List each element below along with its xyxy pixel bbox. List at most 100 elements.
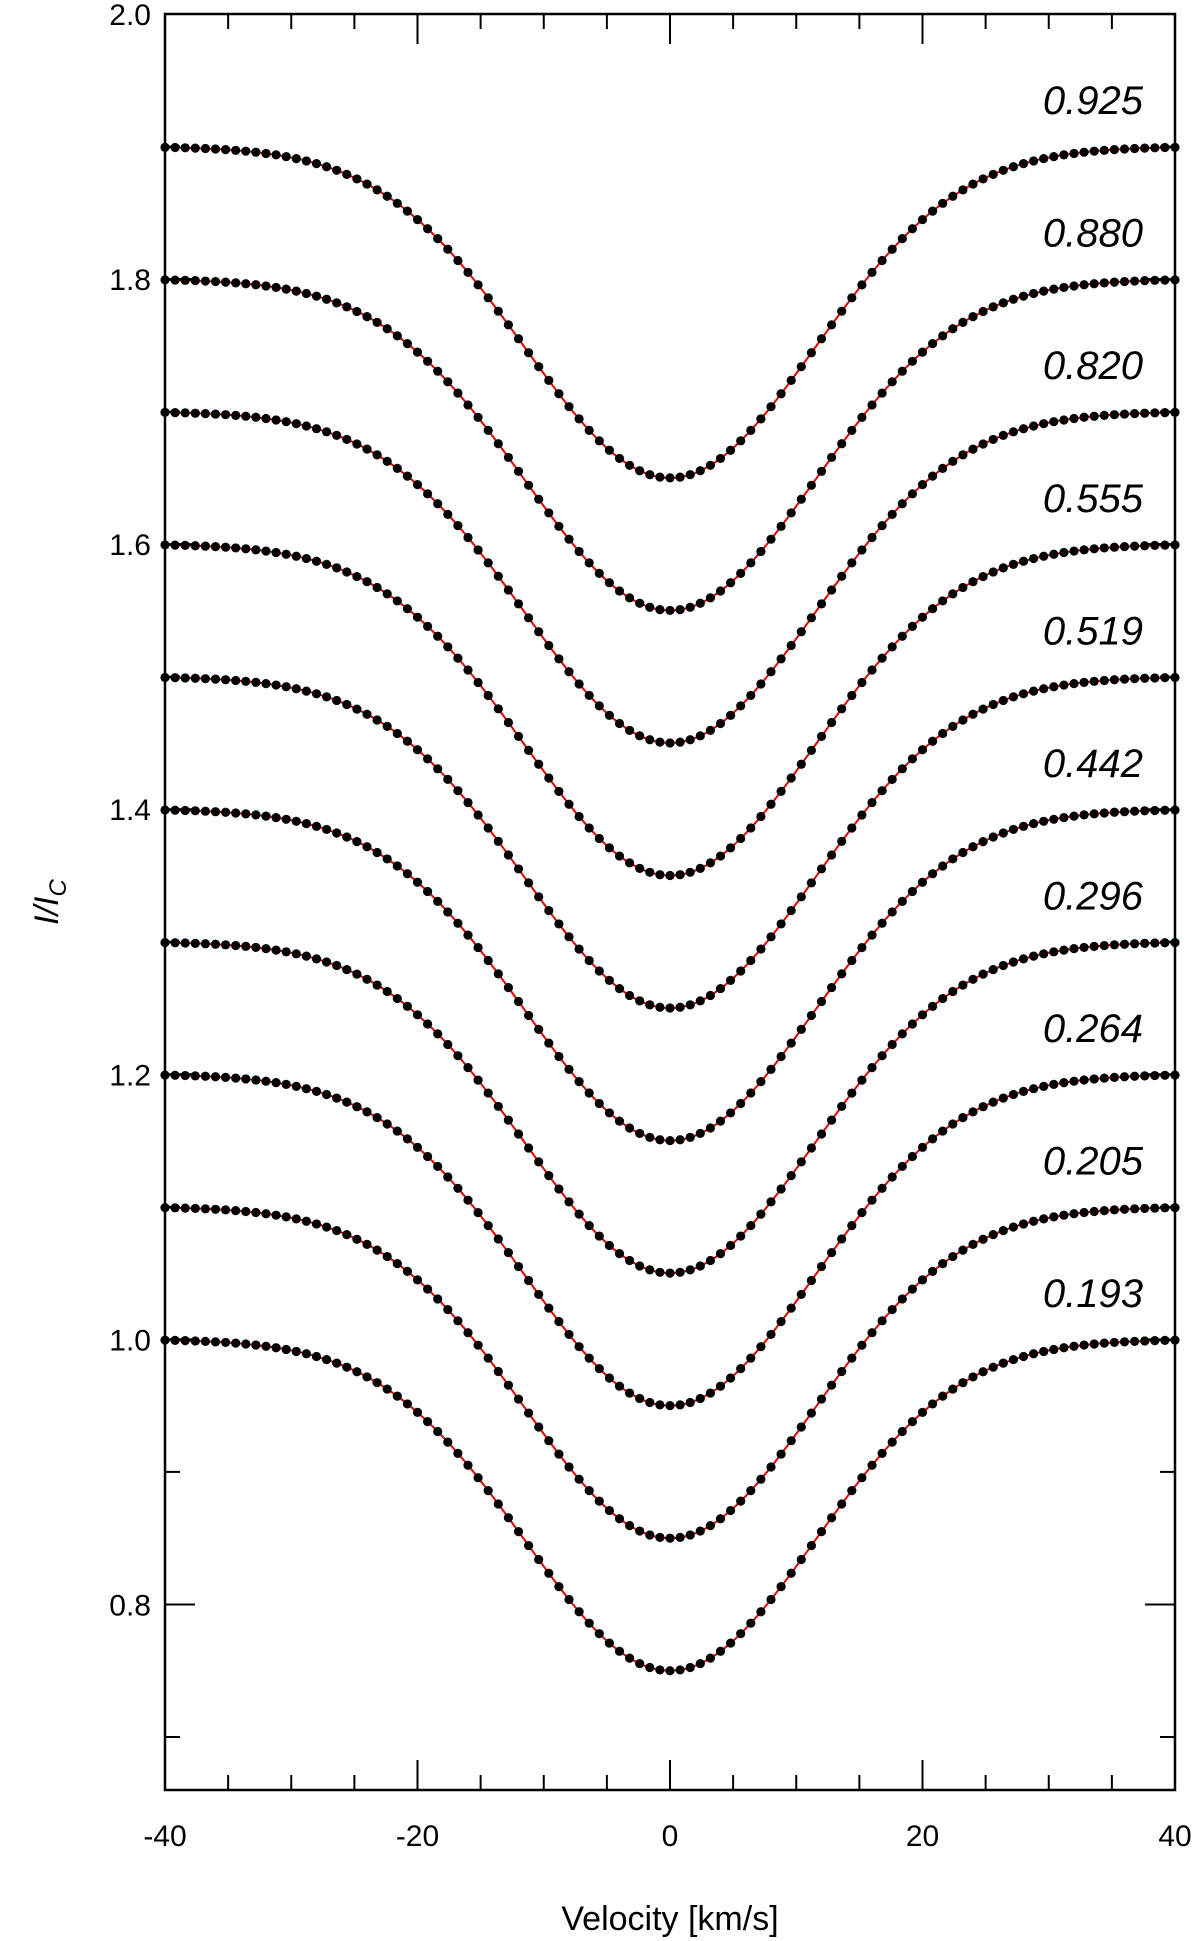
data-point (786, 1436, 796, 1446)
data-point (1150, 143, 1160, 153)
data-point (827, 850, 837, 860)
data-point (827, 982, 837, 993)
data-point (231, 1338, 241, 1348)
data-point (978, 306, 988, 317)
data-point (1109, 1205, 1119, 1215)
data-point (231, 1206, 241, 1216)
data-point (251, 1207, 261, 1218)
data-point (635, 1526, 645, 1536)
data-point (443, 377, 453, 387)
data-point (1150, 673, 1160, 683)
data-point (372, 185, 382, 195)
data-point (402, 1399, 412, 1409)
data-point (493, 1101, 503, 1112)
data-point (806, 1010, 817, 1021)
data-point (1018, 556, 1029, 566)
data-point (1018, 1219, 1029, 1229)
data-point (534, 627, 544, 637)
data-point (443, 642, 453, 652)
data-point (998, 430, 1008, 440)
data-point (786, 1171, 796, 1181)
data-point (1069, 1341, 1079, 1351)
data-point (402, 1266, 412, 1276)
data-point (1150, 275, 1160, 285)
phase-label: 0.193 (1043, 1272, 1143, 1316)
data-point (1099, 1073, 1109, 1083)
model-line (164, 1206, 1176, 1540)
data-point (503, 982, 513, 993)
data-point (412, 745, 423, 755)
data-point (776, 521, 786, 531)
data-point (1079, 280, 1089, 290)
data-point (423, 1019, 433, 1029)
data-point (705, 1653, 716, 1663)
data-point (261, 678, 271, 689)
data-point (382, 589, 392, 599)
data-point (574, 414, 584, 424)
data-point (635, 1261, 645, 1271)
y-tick-label: 1.6 (109, 529, 151, 562)
data-point (1099, 1338, 1109, 1348)
data-point (322, 427, 332, 437)
data-point (988, 832, 998, 842)
data-point (271, 1343, 281, 1353)
data-point (1079, 412, 1089, 422)
data-point (534, 892, 544, 902)
data-point (625, 1388, 635, 1398)
data-point (423, 621, 433, 631)
data-point (806, 878, 817, 888)
data-point (423, 356, 433, 366)
data-point (574, 1607, 584, 1617)
data-point (958, 980, 968, 990)
data-point (342, 434, 352, 445)
phase-labels: 0.925 0.880 0.820 0.555 0.519 0.442 0.296 0.264… (1043, 79, 1144, 1316)
data-point (1140, 408, 1150, 418)
data-point (806, 1540, 817, 1551)
data-point (503, 1115, 513, 1125)
data-point (594, 1629, 604, 1639)
data-point (362, 1372, 372, 1382)
data-point (271, 282, 281, 293)
data-point (332, 430, 342, 440)
data-point (958, 715, 968, 725)
data-point (180, 143, 190, 153)
data-point (1018, 424, 1029, 434)
data-point (332, 563, 342, 573)
data-point (574, 1474, 584, 1484)
data-point (786, 1303, 796, 1313)
data-point (392, 198, 402, 208)
data-point (241, 1206, 251, 1217)
data-point (665, 1135, 675, 1146)
data-point (685, 1662, 695, 1673)
data-point (584, 690, 594, 701)
data-point (271, 415, 281, 425)
data-point (180, 805, 190, 816)
data-point (1130, 541, 1140, 551)
data-point (655, 870, 665, 880)
data-point (342, 302, 352, 312)
data-point (372, 1113, 382, 1123)
phase-label: 0.205 (1043, 1139, 1144, 1183)
data-point (766, 799, 776, 809)
data-point (665, 1003, 675, 1013)
data-point (493, 1366, 503, 1377)
data-point (574, 1342, 584, 1352)
y-tick-label: 0.8 (109, 1589, 151, 1622)
data-point (978, 1102, 988, 1112)
data-point (342, 1097, 352, 1107)
data-point (493, 1234, 503, 1244)
data-point (685, 867, 695, 877)
data-point (443, 1304, 453, 1315)
data-point (938, 728, 948, 739)
data-point (322, 957, 332, 967)
data-point (1099, 410, 1109, 420)
data-point (554, 1184, 564, 1194)
data-point (281, 1344, 291, 1355)
data-point (372, 847, 382, 858)
data-point (1059, 1210, 1069, 1220)
data-point (503, 585, 513, 595)
data-point (342, 964, 352, 975)
data-point (857, 1075, 867, 1085)
data-point (544, 1303, 554, 1313)
data-point (231, 808, 241, 818)
